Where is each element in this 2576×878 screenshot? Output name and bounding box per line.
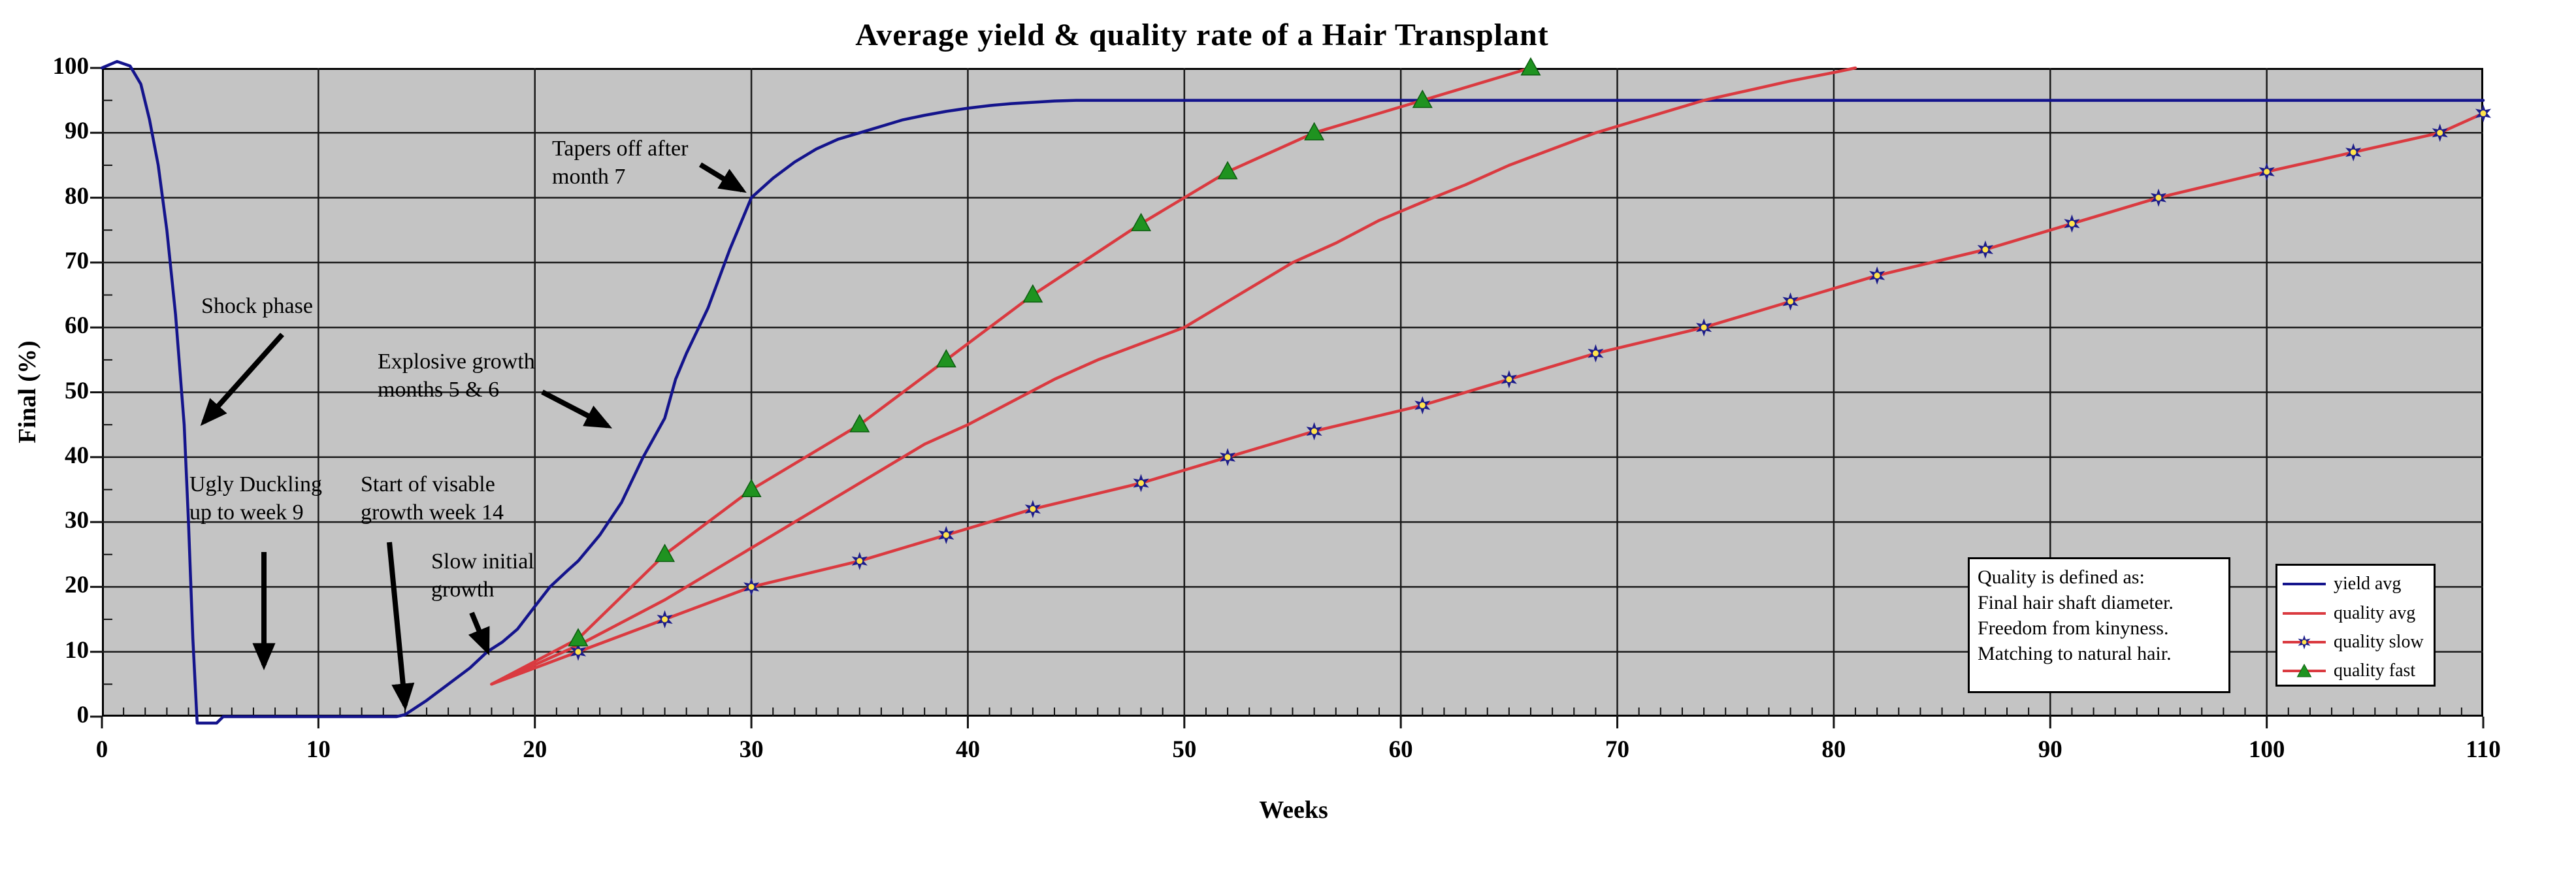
x-axis-title: Weeks [1259,796,1328,824]
y-tick-label: 100 [52,53,90,80]
x-tick-label: 90 [2038,736,2062,763]
annotation-explosive-growth: Explosive growth months 5 & 6 [378,350,535,402]
annotation-start-visible-growth: Start of visable growth week 14 [361,472,504,525]
x-tick-label: 110 [2466,736,2501,763]
y-tick-label: 60 [65,312,89,340]
quality-avg-line-swatch-icon [2283,612,2326,615]
quality-textbox-line: Freedom from kinyness. [1978,617,2169,639]
legend-item-quality-avg: quality avg [2283,600,2433,626]
annotation-slow-initial-growth: Slow initial growth [431,549,534,602]
legend-item-quality-fast: quality fast [2283,658,2433,684]
x-tick-label: 60 [1388,736,1413,763]
legend: yield avg quality avg quality slow quali… [2275,564,2436,687]
chart-title: Average yield & quality rate of a Hair T… [855,18,1549,52]
x-tick-label: 100 [2248,736,2285,763]
annotation-tapers-off: Tapers off after month 7 [552,137,689,189]
x-tick-label: 0 [95,736,108,763]
y-tick-label: 10 [65,636,89,664]
y-tick-label: 50 [65,377,89,404]
x-tick-label: 40 [955,736,980,763]
legend-item-quality-slow: quality slow [2283,629,2433,655]
annotation-shock-phase: Shock phase [201,294,313,318]
quality-slow-star-swatch-icon [2283,635,2326,649]
y-tick-label: 20 [65,572,89,599]
y-tick-label: 0 [76,702,90,728]
legend-item-yield-avg: yield avg [2283,571,2433,597]
quality-textbox-line: Final hair shaft diameter. [1978,592,2174,613]
quality-fast-triangle-swatch-icon [2283,663,2326,677]
quality-textbox-line: Matching to natural hair. [1978,643,2172,664]
y-tick-label: 70 [65,247,89,274]
x-tick-label: 10 [306,736,331,763]
quality-definition-textbox: Quality is defined as: Final hair shaft … [1968,557,2230,693]
x-tick-label: 20 [523,736,547,763]
annotation-ugly-duckling: Ugly Duckling up to week 9 [189,472,323,525]
x-tick-label: 80 [1821,736,1846,763]
quality-textbox-line: Quality is defined as: [1978,566,2145,588]
x-tick-label: 50 [1172,736,1197,763]
y-tick-label: 90 [65,118,89,145]
y-tick-label: 80 [65,182,89,210]
yield-avg-line-swatch-icon [2283,583,2326,585]
x-tick-label: 30 [739,736,764,763]
y-tick-label: 40 [65,442,89,469]
x-tick-label: 70 [1605,736,1630,763]
y-tick-label: 30 [65,507,89,534]
